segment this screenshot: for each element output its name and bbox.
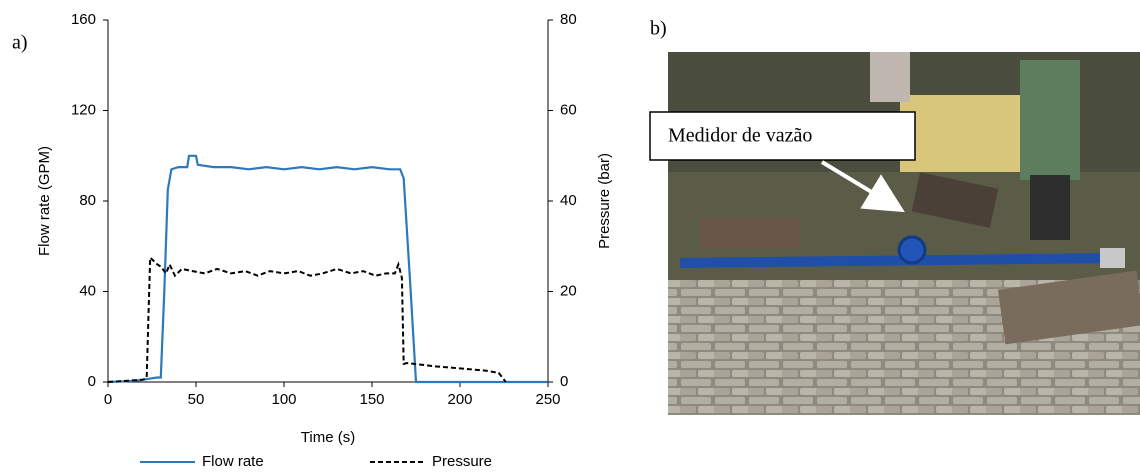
y2-tick-label: 20 [560, 282, 577, 299]
x-tick-label: 100 [271, 391, 296, 408]
legend-label: Pressure [432, 453, 492, 470]
x-tick-label: 150 [359, 391, 384, 408]
x-tick-label: 250 [535, 391, 560, 408]
x-axis-label: Time (s) [301, 429, 355, 446]
y-tick-label: 80 [79, 192, 96, 209]
x-tick-label: 50 [188, 391, 205, 408]
photo-annotation: Medidor de vazão [668, 125, 812, 147]
series-line [107, 255, 507, 383]
y-tick-label: 160 [71, 11, 96, 28]
y2-tick-label: 60 [560, 101, 577, 118]
x-tick-label: 0 [104, 391, 112, 408]
y2-axis-label: Pressure (bar) [596, 153, 613, 249]
y-tick-label: 120 [71, 101, 96, 118]
y2-tick-label: 40 [560, 192, 577, 209]
y-tick-label: 0 [88, 373, 96, 390]
photo: Medidor de vazão [649, 52, 1140, 415]
panel-label: a) [12, 32, 28, 54]
x-tick-label: 200 [447, 391, 472, 408]
y2-tick-label: 80 [560, 11, 577, 28]
y-tick-label: 40 [79, 282, 96, 299]
y-axis-label: Flow rate (GPM) [36, 146, 53, 256]
series-line [107, 154, 548, 384]
panel-label: b) [650, 18, 667, 40]
y2-tick-label: 0 [560, 373, 568, 390]
legend-label: Flow rate [202, 453, 264, 470]
